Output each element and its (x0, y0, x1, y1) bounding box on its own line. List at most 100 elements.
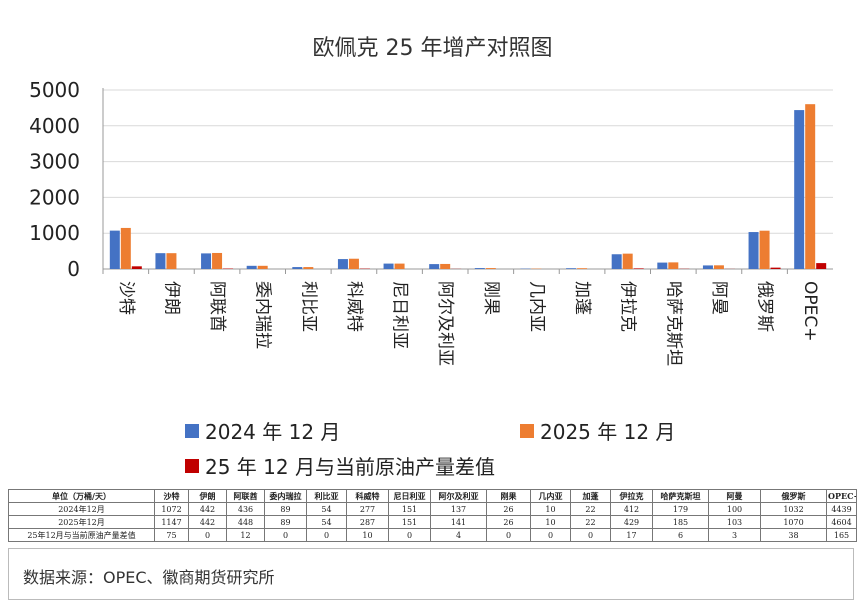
x-tick-label: OPEC+ (800, 281, 820, 342)
legend-swatch-2025 (520, 423, 534, 438)
table-cell: 287 (346, 515, 389, 529)
table-row: 2024年12月 1072 442 436 89 54 277 151 137 26 10 22 412… (8, 502, 857, 516)
x-tick-label: 伊拉克 (618, 281, 638, 332)
table-cell: 100 (708, 502, 761, 516)
bar-2 (257, 265, 268, 269)
table-header-row: 单位（万桶/天） 沙特 伊朗 阿联酋 委内瑞拉 利比亚 科威特 尼日利亚 阿尔及利亚 刚果 几内亚加… (8, 489, 857, 503)
table-header-cell: 单位（万桶/天） (8, 489, 155, 503)
y-tick-label: 2000 (29, 185, 80, 209)
bar-2 (212, 252, 223, 269)
data-table: 单位（万桶/天） 沙特 伊朗 阿联酋 委内瑞拉 利比亚 科威特 尼日利亚 阿尔及利亚 刚果 几内亚加… (8, 489, 857, 542)
legend-label-2025: 2025 年 12 月 (540, 420, 676, 444)
bar-3 (770, 267, 781, 269)
table-cell: 1147 (154, 515, 189, 529)
table-cell: 75 (154, 528, 189, 542)
table-cell: 0 (530, 528, 571, 542)
x-tick-label: 委内瑞拉 (253, 281, 273, 349)
table-header-cell: 伊拉克 (610, 489, 653, 503)
x-tick-label: 刚果 (481, 281, 501, 315)
table-cell: 89 (264, 515, 307, 529)
legend-swatch-diff (185, 458, 199, 473)
bar-1 (337, 259, 348, 269)
bar-1 (566, 268, 577, 269)
table-cell: 151 (388, 515, 431, 529)
table-header-cell: 阿联酋 (226, 489, 265, 503)
table-cell: 26 (486, 515, 531, 529)
bar-2 (348, 258, 359, 269)
table-row: 2025年12月 1147 442 448 89 54 287 151 141 26 10 22 429… (8, 515, 857, 529)
y-tick-label: 4000 (29, 114, 80, 138)
table-cell: 165 (826, 528, 857, 542)
table-cell: 185 (652, 515, 709, 529)
table-row: 25年12月与当前原油产量差值 75 0 12 0 0 10 0 4 0 0 0 17 6 3 38 165 (8, 528, 857, 542)
bar-2 (622, 253, 633, 269)
table-cell: 2025年12月 (8, 515, 155, 529)
table-header-cell: 阿尔及利亚 (430, 489, 487, 503)
table-cell: 89 (264, 502, 307, 516)
table-cell: 2024年12月 (8, 502, 155, 516)
bar-2 (485, 268, 496, 269)
table-cell: 137 (430, 502, 487, 516)
x-tick-label: 阿曼 (709, 281, 729, 315)
x-tick-label: 俄罗斯 (755, 281, 775, 332)
source-text: 数据来源：OPEC、徽商期货研究所 (23, 568, 275, 587)
bar-3 (633, 268, 644, 269)
table-cell: 4604 (826, 515, 857, 529)
bar-2 (759, 230, 770, 269)
x-tick-label: 阿联酋 (207, 281, 227, 332)
table-cell: 0 (486, 528, 531, 542)
bar-2 (394, 263, 405, 269)
bar-2 (577, 268, 588, 269)
table-cell: 103 (708, 515, 761, 529)
table-header-cell: 俄罗斯 (760, 489, 827, 503)
bar-2 (713, 265, 724, 269)
table-cell: 436 (226, 502, 265, 516)
table-header-cell: OPEC+ (826, 489, 857, 503)
bar-1 (155, 253, 166, 269)
table-cell: 10 (346, 528, 389, 542)
chart-title: 欧佩克 25 年增产对照图 (312, 36, 553, 61)
table-cell: 141 (430, 515, 487, 529)
table-cell: 448 (226, 515, 265, 529)
legend-swatch-2024 (185, 423, 199, 438)
bar-1 (246, 265, 257, 269)
x-tick-label: 加蓬 (572, 281, 592, 315)
x-tick-label: 利比亚 (298, 281, 318, 332)
table-header-cell: 沙特 (154, 489, 189, 503)
bar-3 (131, 266, 142, 269)
legend-item-diff: 25 年 12 月与当前原油产量差值 (185, 451, 495, 480)
table-cell: 4439 (826, 502, 857, 516)
bar-chart: 0 1000 2000 3000 4000 5000 沙特 伊朗 阿联酋 委内瑞拉 利比亚 科威特 尼日… (29, 78, 833, 366)
table-cell: 4 (430, 528, 487, 542)
x-tick-label: 尼日利亚 (390, 281, 410, 349)
table-header-cell: 加蓬 (570, 489, 611, 503)
table-cell: 17 (610, 528, 653, 542)
table-cell: 0 (388, 528, 431, 542)
table-header-cell: 几内亚 (530, 489, 571, 503)
bar-1 (109, 230, 120, 269)
table-cell: 412 (610, 502, 653, 516)
bar-2 (120, 227, 131, 269)
table-cell: 25年12月与当前原油产量差值 (8, 528, 155, 542)
bar-2 (440, 263, 451, 269)
table-header-cell: 尼日利亚 (388, 489, 431, 503)
x-tick-label: 沙特 (116, 281, 136, 315)
source-box: 数据来源：OPEC、徽商期货研究所 (8, 548, 854, 600)
table-cell: 1032 (760, 502, 827, 516)
table-cell: 22 (570, 515, 611, 529)
bar-1 (657, 262, 668, 269)
x-tick-label: 阿尔及利亚 (435, 281, 455, 366)
bar-1 (611, 254, 622, 269)
y-tick-label: 0 (67, 257, 80, 281)
x-tick-label: 哈萨克斯坦 (663, 281, 683, 366)
table-cell: 54 (306, 502, 347, 516)
table-cell: 1072 (154, 502, 189, 516)
y-tick-label: 1000 (29, 221, 80, 245)
table-cell: 3 (708, 528, 761, 542)
x-tick-label: 伊朗 (161, 281, 181, 315)
bar-1 (702, 265, 713, 269)
table-cell: 22 (570, 502, 611, 516)
table-cell: 12 (226, 528, 265, 542)
table-header-cell: 伊朗 (188, 489, 227, 503)
bar-2 (668, 262, 679, 269)
